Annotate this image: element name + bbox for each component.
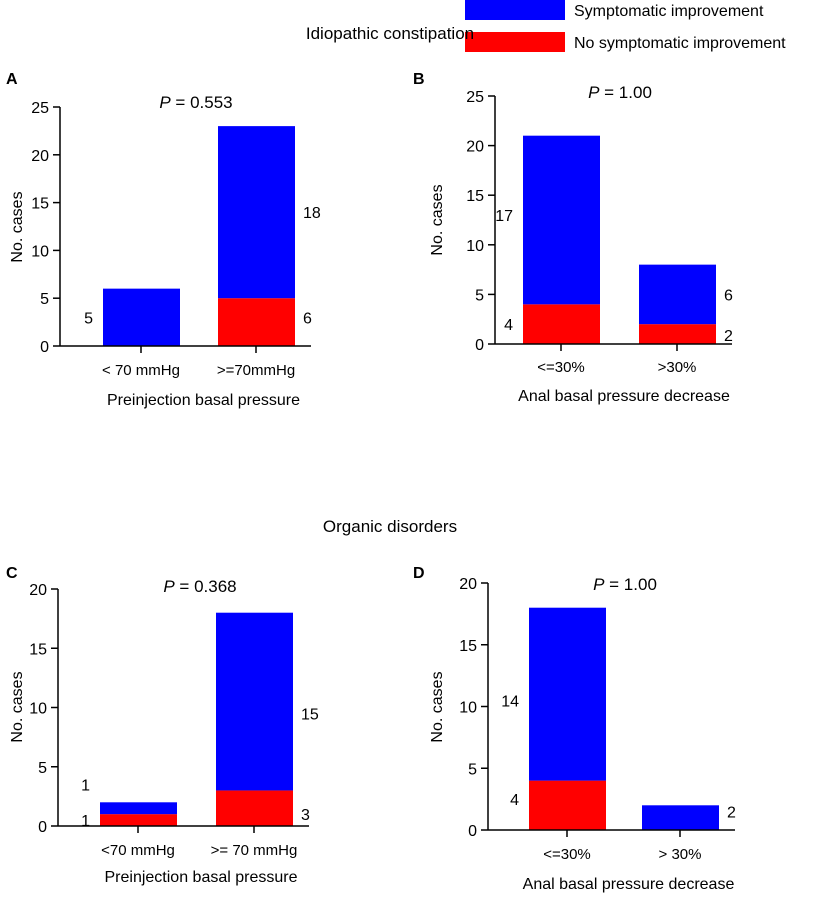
p-value-annotation: P = 1.00 <box>588 83 652 102</box>
data-label: 1 <box>81 778 90 795</box>
y-tick-label: 10 <box>29 701 47 718</box>
y-axis-label: No. cases <box>429 671 446 742</box>
bar-improvement-1 <box>642 805 719 830</box>
panel-letter-b: B <box>413 71 425 88</box>
bar-improvement-0 <box>103 288 180 346</box>
x-tick-label: >=70mmHg <box>217 362 295 379</box>
bar-no-improvement-0 <box>529 780 606 830</box>
chart-panel-b: 0 5 10 15 20 25 <=30% >30% Anal basal pressure d… <box>429 83 733 405</box>
data-label: 5 <box>84 310 93 327</box>
y-tick-label: 20 <box>29 582 47 599</box>
y-tick-label: 0 <box>40 339 49 356</box>
y-tick-label: 10 <box>466 238 484 255</box>
data-label: 6 <box>303 310 312 327</box>
panel-letter-c: C <box>6 565 18 582</box>
bar-no-improvement-1 <box>216 790 293 826</box>
legend-swatch-improvement <box>465 0 565 20</box>
data-label: 17 <box>495 208 513 225</box>
data-label: 2 <box>727 804 736 821</box>
bar-improvement-0 <box>529 607 606 781</box>
y-tick-label: 20 <box>31 148 49 165</box>
bar-improvement-0 <box>100 802 177 815</box>
y-tick-label: 5 <box>38 760 47 777</box>
legend: Symptomatic improvement No symptomatic i… <box>465 0 786 52</box>
y-axis-label: No. cases <box>9 671 26 742</box>
legend-swatch-no-improvement <box>465 32 565 52</box>
x-tick-label: <=30% <box>537 359 585 376</box>
chart-panel-a: 0 5 10 15 20 25 < 70 mmHg >=70mmHg Preinjection … <box>9 93 321 409</box>
data-label: 14 <box>501 693 519 710</box>
y-tick-label: 5 <box>40 291 49 308</box>
y-tick-label: 20 <box>466 139 484 156</box>
x-axis-label: Preinjection basal pressure <box>105 869 298 886</box>
y-tick-label: 15 <box>466 188 484 205</box>
y-axis-label: No. cases <box>9 191 26 262</box>
y-tick-label: 25 <box>31 100 49 117</box>
bar-no-improvement-0 <box>523 304 600 344</box>
data-label: 2 <box>724 328 733 345</box>
x-tick-label: <70 mmHg <box>101 842 175 859</box>
y-tick-label: 5 <box>475 287 484 304</box>
section-title-organic: Organic disorders <box>323 517 457 536</box>
data-label: 4 <box>504 317 513 334</box>
y-tick-label: 10 <box>459 700 477 717</box>
bar-improvement-1 <box>216 612 293 791</box>
p-value-annotation: P = 0.553 <box>159 93 232 112</box>
y-tick-label: 0 <box>475 337 484 354</box>
x-tick-label: <=30% <box>543 846 591 863</box>
bar-improvement-1 <box>639 264 716 325</box>
legend-label-no-improvement: No symptomatic improvement <box>574 35 786 52</box>
y-tick-label: 15 <box>459 638 477 655</box>
x-tick-label: > 30% <box>659 846 702 863</box>
data-label: 4 <box>510 792 519 809</box>
data-label: 18 <box>303 205 321 222</box>
x-axis-label: Anal basal pressure decrease <box>518 388 730 405</box>
chart-panel-d: 0 5 10 15 20 <=30% > 30% Anal basal pressure de… <box>429 575 736 893</box>
x-tick-label: >30% <box>658 359 697 376</box>
y-tick-label: 15 <box>29 641 47 658</box>
y-tick-label: 5 <box>468 761 477 778</box>
p-value-annotation: P = 0.368 <box>163 577 236 596</box>
y-tick-label: 20 <box>459 576 477 593</box>
y-axis-label: No. cases <box>429 184 446 255</box>
x-axis-label: Anal basal pressure decrease <box>523 876 735 893</box>
x-tick-label: < 70 mmHg <box>102 362 180 379</box>
data-label: 15 <box>301 706 319 723</box>
bar-no-improvement-1 <box>218 298 295 346</box>
bar-improvement-1 <box>218 126 295 299</box>
bar-improvement-0 <box>523 135 600 305</box>
panel-letter-d: D <box>413 565 425 582</box>
x-tick-label: >= 70 mmHg <box>211 842 298 859</box>
legend-label-improvement: Symptomatic improvement <box>574 3 764 20</box>
data-label: 6 <box>724 287 733 304</box>
y-tick-label: 25 <box>466 89 484 106</box>
y-tick-label: 0 <box>468 823 477 840</box>
chart-panel-c: 0 5 10 15 20 <70 mmHg >= 70 mmHg Preinjection b… <box>9 577 319 886</box>
data-label: 3 <box>301 807 310 824</box>
y-tick-label: 0 <box>38 819 47 836</box>
y-tick-label: 15 <box>31 196 49 213</box>
panel-letter-a: A <box>6 71 18 88</box>
y-tick-label: 10 <box>31 243 49 260</box>
p-value-annotation: P = 1.00 <box>593 575 657 594</box>
data-label: 1 <box>81 813 90 830</box>
section-title-idiopathic: Idiopathic constipation <box>306 24 474 43</box>
bar-no-improvement-1 <box>639 324 716 344</box>
bar-no-improvement-0 <box>100 814 177 826</box>
x-axis-label: Preinjection basal pressure <box>107 392 300 409</box>
